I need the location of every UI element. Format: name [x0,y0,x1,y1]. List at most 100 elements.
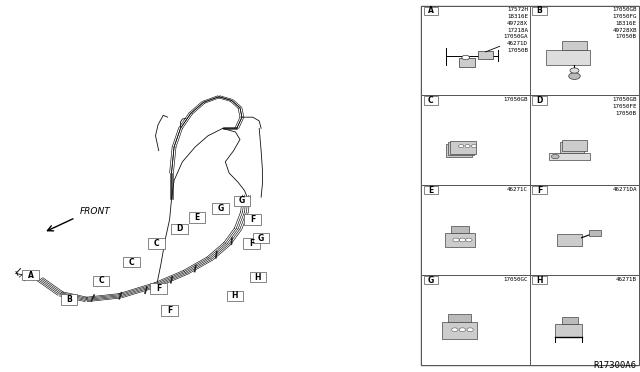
Text: 17218A: 17218A [507,28,528,32]
Circle shape [459,145,464,148]
Text: A: A [428,6,434,15]
Text: R17300A6: R17300A6 [594,361,637,370]
Bar [563,140,587,151]
Bar [189,212,205,223]
Bar [449,142,474,155]
Text: D: D [176,224,182,233]
Circle shape [462,55,470,60]
Bar [530,6,639,95]
Text: E: E [195,213,200,222]
Text: A: A [28,271,34,280]
Bar [449,314,471,322]
Text: 17050GB: 17050GB [504,97,528,102]
Text: B: B [537,6,542,15]
Circle shape [463,146,468,149]
Circle shape [460,328,466,331]
Bar [557,234,582,246]
Bar [556,324,582,337]
Text: 17050FE: 17050FE [612,104,637,109]
Text: 18316E: 18316E [507,14,528,19]
Text: 49728XB: 49728XB [612,28,637,32]
Bar [161,305,178,316]
Text: 17050B: 17050B [507,48,528,52]
Bar [22,270,39,280]
Bar [421,95,530,185]
Text: 46271D: 46271D [507,41,528,46]
Circle shape [467,328,474,331]
Text: B: B [67,295,72,304]
Bar [562,41,588,50]
Bar [421,6,530,95]
Bar [530,275,639,365]
Bar [93,276,109,286]
Text: D: D [536,96,543,105]
Bar [212,203,229,214]
Text: F: F [167,306,172,315]
Text: 17050GB: 17050GB [612,7,637,12]
Bar [250,272,266,282]
Bar [148,238,165,249]
Text: F: F [537,186,542,195]
Circle shape [552,154,559,159]
Bar [532,186,547,195]
Bar [451,226,469,233]
Text: 46271DA: 46271DA [612,187,637,192]
Circle shape [470,146,475,149]
Bar [445,233,476,247]
Text: G: G [258,234,264,243]
Bar [451,141,476,154]
Text: F: F [250,215,255,224]
Bar [546,50,591,65]
Circle shape [455,148,460,151]
Text: F: F [156,284,161,293]
Bar [424,186,438,195]
Circle shape [569,73,580,80]
Bar [589,230,601,236]
Circle shape [465,145,470,148]
Circle shape [468,148,473,151]
Circle shape [466,238,472,242]
Text: 17572H: 17572H [507,7,528,12]
Text: 17050GB: 17050GB [612,97,637,102]
Circle shape [457,146,462,149]
Bar [61,294,77,305]
Bar [424,7,438,15]
Bar [530,95,639,185]
Text: C: C [428,96,433,105]
Bar [442,322,477,339]
Text: G: G [239,196,245,205]
Text: G: G [428,276,434,285]
Bar [549,153,591,160]
Text: 46271C: 46271C [507,187,528,192]
Text: E: E [428,186,433,195]
Bar [244,214,261,225]
Circle shape [570,68,579,73]
Text: 17050B: 17050B [616,34,637,39]
Text: 18316E: 18316E [616,21,637,26]
Bar [532,7,547,15]
Bar [253,233,269,243]
Bar [227,291,243,301]
Text: FRONT: FRONT [80,207,111,216]
Text: 49728X: 49728X [507,21,528,26]
Bar [530,185,639,275]
Text: 17050FG: 17050FG [612,14,637,19]
Bar [234,196,250,206]
Text: H: H [536,276,543,285]
Bar [424,96,438,105]
Bar [560,142,584,153]
Text: C: C [129,258,134,267]
Text: 17050B: 17050B [616,110,637,116]
Bar [532,276,547,284]
Bar [171,224,188,234]
Circle shape [460,238,466,242]
Circle shape [472,145,477,148]
Bar [150,283,167,294]
Bar [424,276,438,284]
Bar [479,51,493,60]
Circle shape [461,148,467,151]
Bar [447,144,472,157]
Bar [562,317,578,324]
Text: C: C [99,276,104,285]
Text: C: C [154,239,159,248]
